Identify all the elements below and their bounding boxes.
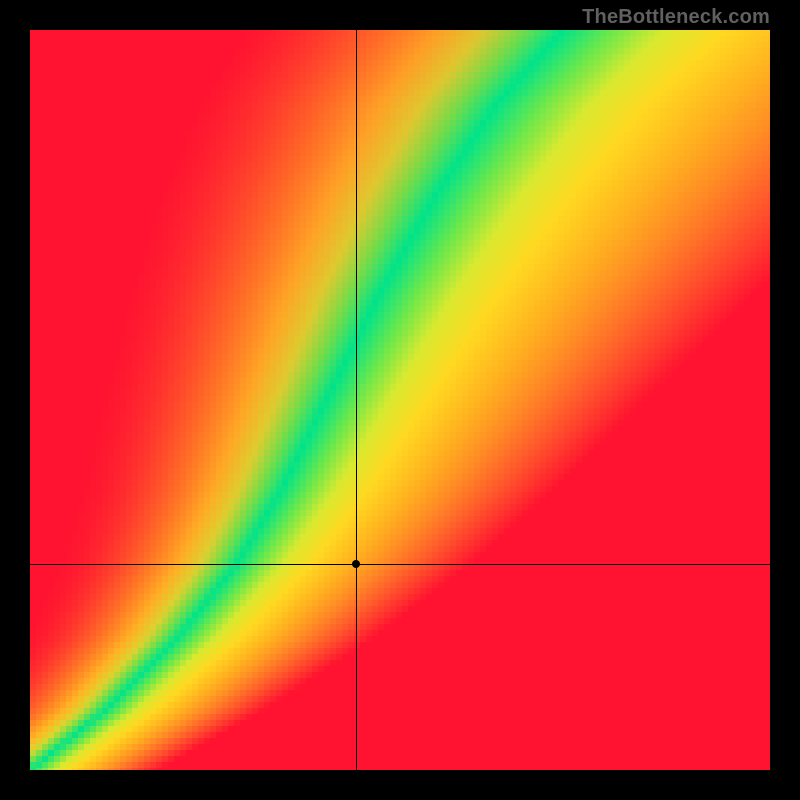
crosshair-horizontal: [30, 564, 770, 565]
chart-root: TheBottleneck.com: [0, 0, 800, 800]
crosshair-vertical: [356, 30, 357, 770]
watermark-text: TheBottleneck.com: [582, 6, 770, 29]
plot-area: [30, 30, 770, 770]
crosshair-marker-dot: [352, 560, 360, 568]
bottleneck-heatmap-canvas: [30, 30, 770, 770]
